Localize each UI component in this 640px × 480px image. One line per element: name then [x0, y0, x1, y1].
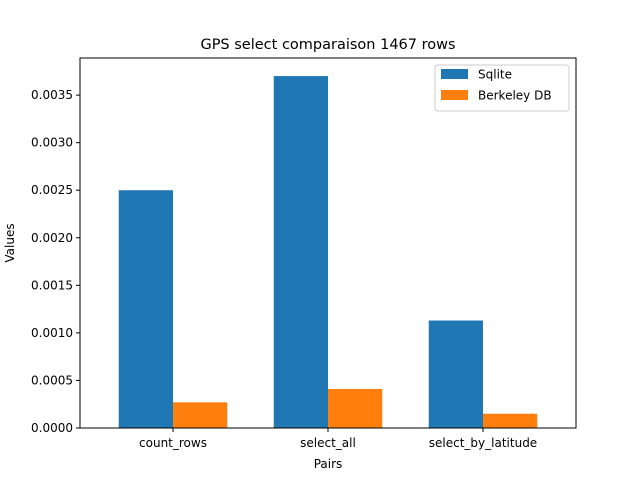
legend: Sqlite Berkeley DB [434, 64, 570, 112]
y-axis-label: Values [3, 223, 17, 262]
y-tick-label: 0.0020 [31, 231, 73, 245]
legend-label: Sqlite [478, 68, 512, 82]
bar-berkeley-db-count_rows [173, 402, 228, 428]
bar-berkeley-db-select_by_latitude [483, 413, 538, 428]
legend-box [434, 64, 570, 112]
chart-title: GPS select comparaison 1467 rows [200, 37, 455, 53]
x-tick-label: select_all [300, 436, 356, 450]
x-tick-label: select_by_latitude [429, 436, 537, 450]
y-tick-label: 0.0005 [31, 373, 73, 387]
x-axis-label: Pairs [314, 457, 343, 471]
y-tick-label: 0.0035 [31, 88, 73, 102]
x-axis: count_rows select_all select_by_latitude [139, 428, 537, 450]
bar-berkeley-db-select_all [328, 389, 383, 428]
y-tick-label: 0.0000 [31, 421, 73, 435]
y-tick-label: 0.0015 [31, 278, 73, 292]
y-tick-label: 0.0010 [31, 326, 73, 340]
bar-sqlite-select_by_latitude [428, 320, 483, 428]
y-tick-label: 0.0025 [31, 183, 73, 197]
legend-swatch [441, 90, 468, 100]
y-axis: 0.0000 0.0005 0.0010 0.0015 0.0020 0.0025 0.00… [31, 88, 80, 435]
legend-swatch [441, 69, 468, 79]
x-tick-label: count_rows [139, 436, 207, 450]
bars-group [118, 76, 538, 429]
plot-frame [79, 57, 577, 429]
legend-label: Berkeley DB [478, 89, 552, 103]
y-tick-label: 0.0030 [31, 136, 73, 150]
bar-sqlite-select_all [273, 76, 328, 429]
bar-sqlite-count_rows [118, 190, 173, 428]
